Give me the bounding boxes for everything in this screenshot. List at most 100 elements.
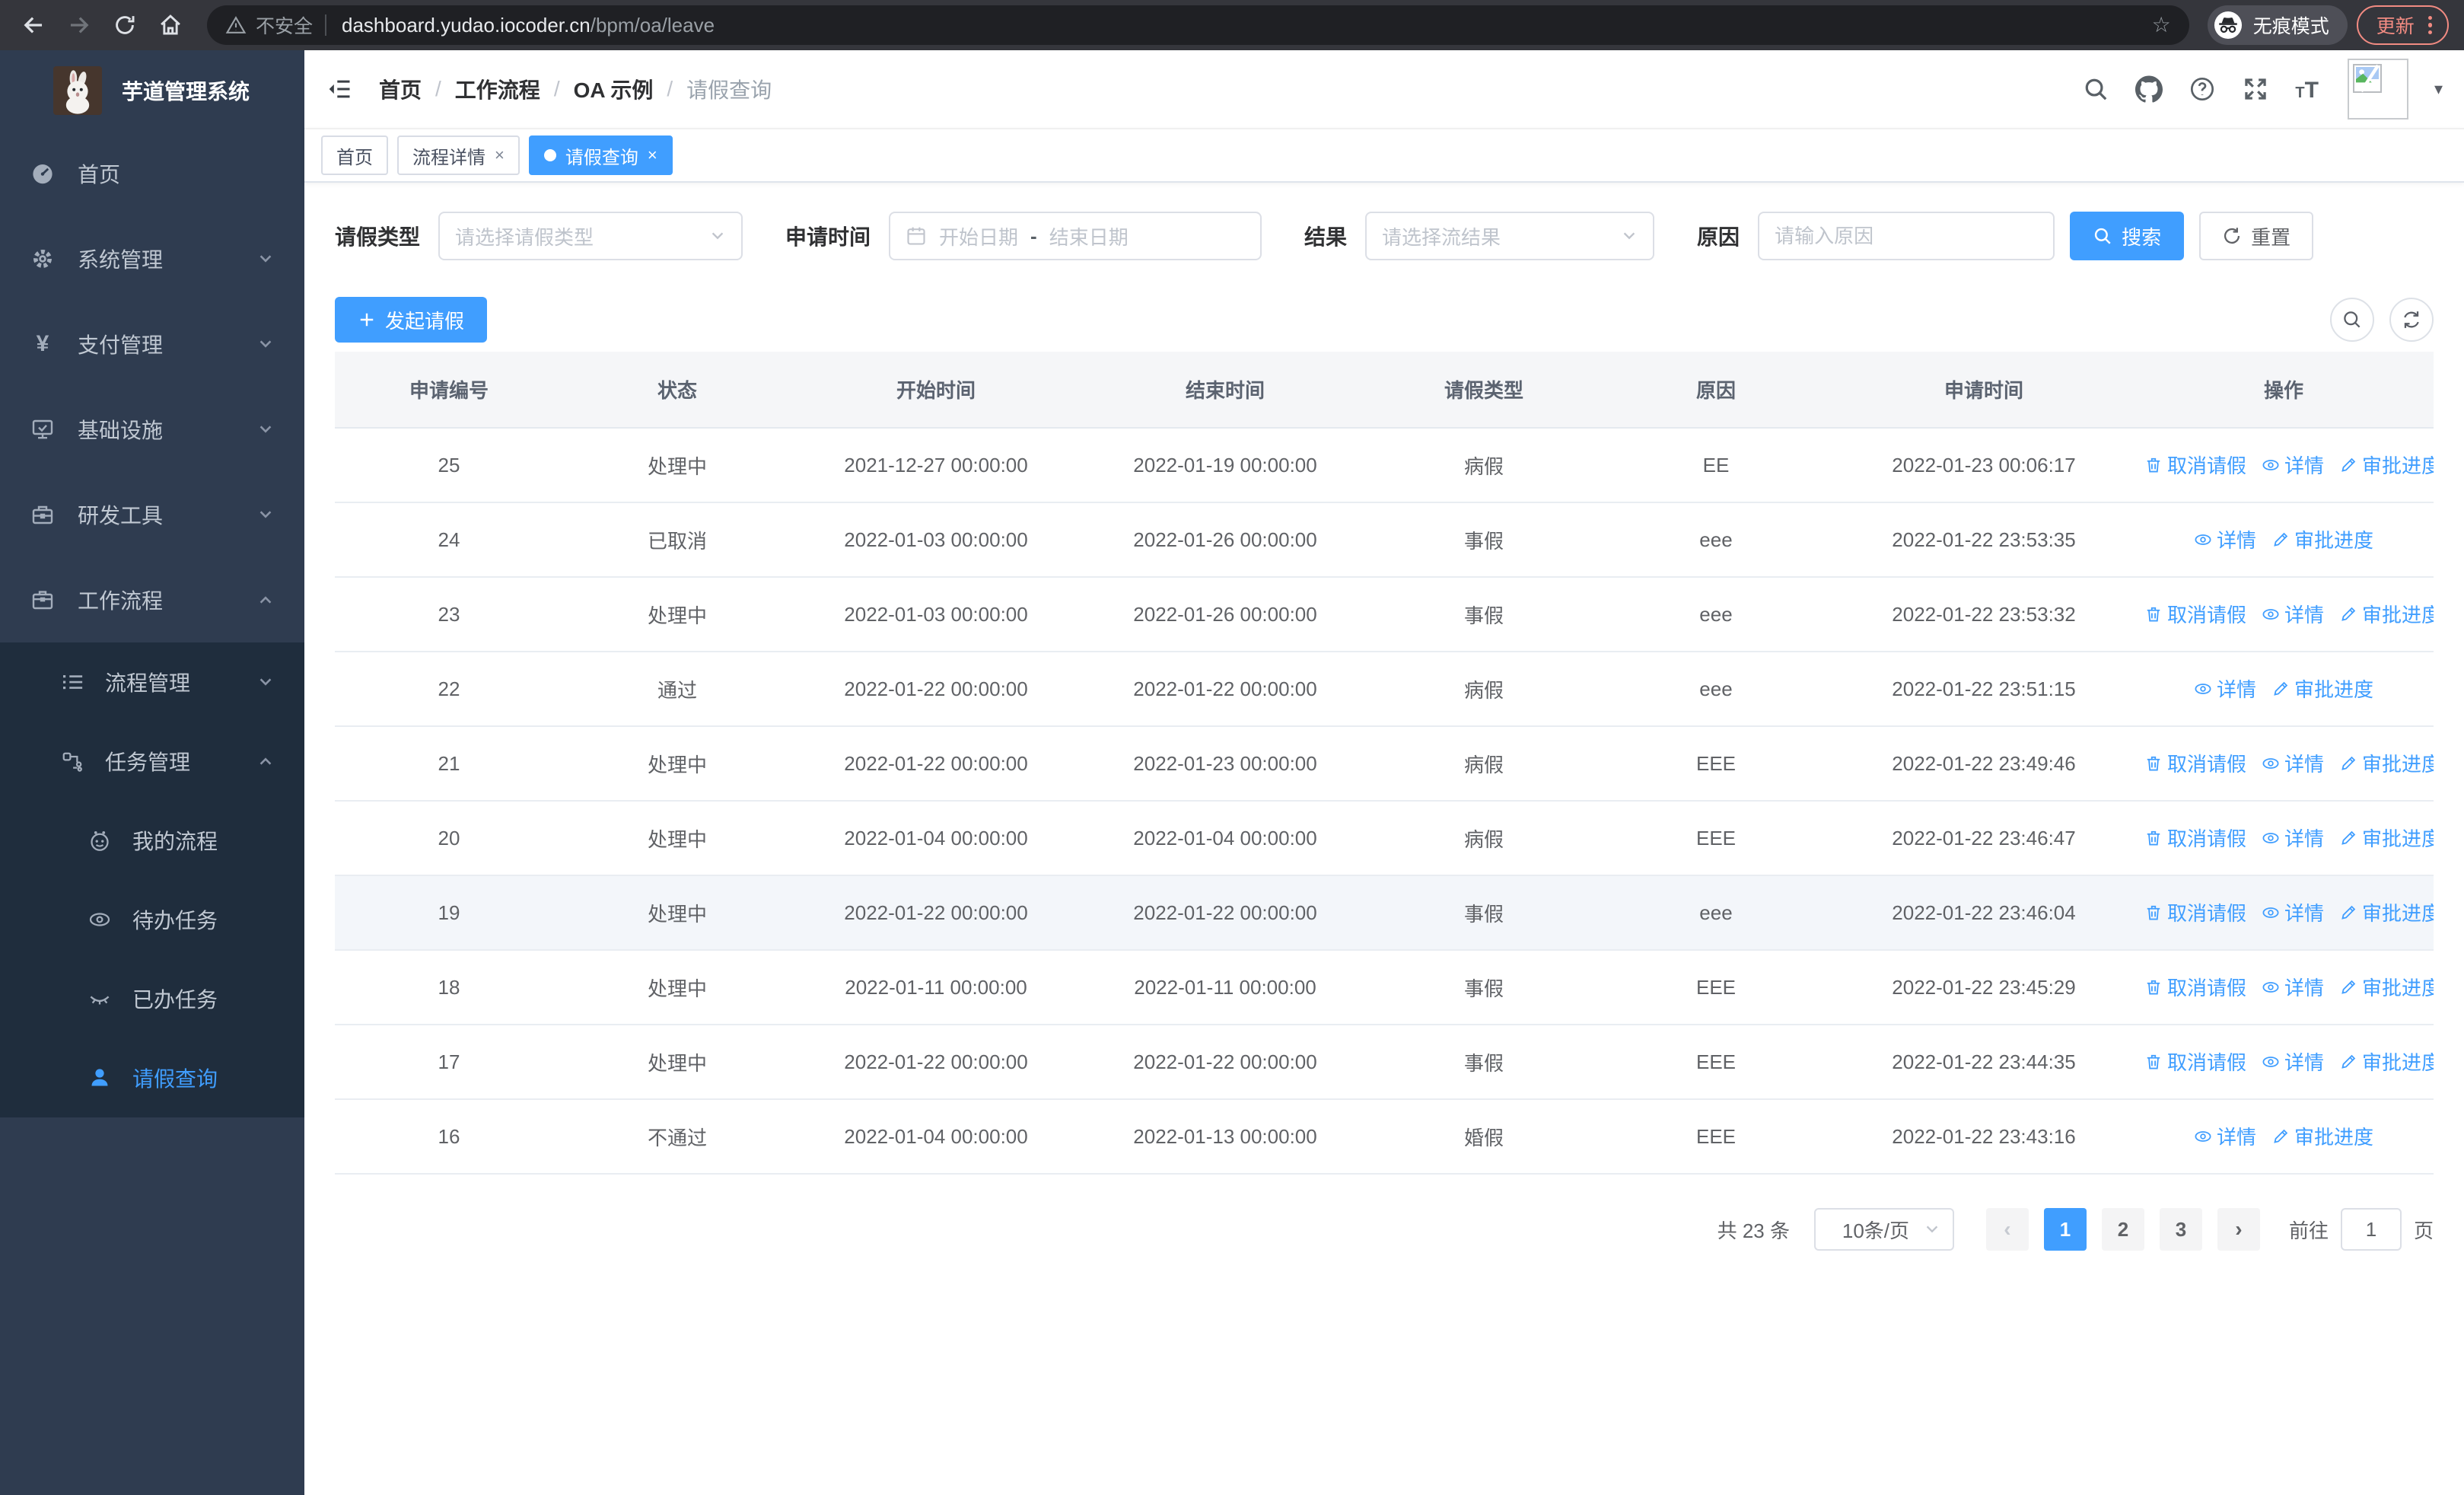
cell-apply: 2022-01-22 23:44:35 (1834, 1025, 2134, 1100)
total-count: 共 23 条 (1717, 1219, 1790, 1242)
github-icon[interactable] (2135, 75, 2163, 103)
avatar[interactable] (2347, 59, 2408, 120)
sidebar: 芋道管理系统 首页 系统管理 ¥ 支付管理 基础设施 (0, 50, 304, 1495)
page-size-select[interactable]: 10条/页 (1813, 1208, 1954, 1251)
detail-link[interactable]: 详情 (2262, 898, 2324, 926)
page-button-3[interactable]: 3 (2159, 1208, 2202, 1251)
tab-process-detail[interactable]: 流程详情 × (397, 135, 520, 175)
app-frame: 芋道管理系统 首页 系统管理 ¥ 支付管理 基础设施 (0, 50, 2464, 1495)
progress-link[interactable]: 审批进度 (2339, 451, 2434, 479)
cell-type: 病假 (1370, 428, 1598, 503)
sidebar-item-home[interactable]: 首页 (0, 131, 304, 216)
page-button-2[interactable]: 2 (2101, 1208, 2144, 1251)
detail-link[interactable]: 详情 (2262, 749, 2324, 777)
progress-link[interactable]: 审批进度 (2339, 973, 2434, 1001)
bookmark-star-icon[interactable]: ☆ (2151, 13, 2171, 37)
tab-home[interactable]: 首页 (321, 135, 388, 175)
refresh-icon (2222, 226, 2242, 246)
edit-icon (2271, 531, 2290, 549)
sidebar-item-devtools[interactable]: 研发工具 (0, 472, 304, 557)
url-bar[interactable]: 不安全 dashboard.yudao.iocoder.cn /bpm/oa/l… (207, 5, 2189, 45)
progress-link[interactable]: 审批进度 (2339, 749, 2434, 777)
browser-menu-icon[interactable] (2427, 16, 2432, 34)
cell-end: 2022-01-26 00:00:00 (1081, 502, 1370, 578)
progress-link[interactable]: 审批进度 (2339, 600, 2434, 628)
sidebar-item-process-management[interactable]: 流程管理 (0, 642, 304, 722)
reason-input[interactable] (1758, 212, 2055, 260)
sidebar-collapse-icon[interactable] (326, 75, 353, 103)
progress-link[interactable]: 审批进度 (2339, 898, 2434, 926)
breadcrumb-home[interactable]: 首页 (379, 78, 422, 102)
page-jump-input[interactable] (2340, 1208, 2402, 1251)
cell-status: 处理中 (563, 950, 791, 1025)
create-leave-button[interactable]: 发起请假 (335, 297, 488, 343)
browser-home-icon[interactable] (152, 7, 189, 43)
result-select[interactable]: 请选择流结果 (1365, 212, 1655, 260)
sidebar-item-leave-query[interactable]: 请假查询 (0, 1038, 304, 1117)
browser-reload-icon[interactable] (107, 7, 143, 43)
cancel-link[interactable]: 取消请假 (2144, 898, 2246, 926)
detail-link[interactable]: 详情 (2262, 600, 2324, 628)
detail-link[interactable]: 详情 (2194, 525, 2256, 553)
table-row: 19 处理中 2022-01-22 00:00:00 2022-01-22 00:00… (335, 875, 2434, 951)
detail-link[interactable]: 详情 (2262, 451, 2324, 479)
cancel-link[interactable]: 取消请假 (2144, 824, 2246, 852)
cancel-link[interactable]: 取消请假 (2144, 973, 2246, 1001)
trash-icon (2144, 456, 2163, 474)
table-header-row: 申请编号 状态 开始时间 结束时间 请假类型 原因 申请时间 操作 (335, 352, 2434, 429)
next-page-button[interactable]: › (2217, 1208, 2260, 1251)
leave-type-select[interactable]: 请选择请假类型 (438, 212, 743, 260)
search-button[interactable]: 搜索 (2070, 212, 2185, 260)
help-icon[interactable] (2189, 75, 2216, 103)
breadcrumb-workflow[interactable]: 工作流程 (454, 78, 540, 102)
progress-link[interactable]: 审批进度 (2271, 1122, 2373, 1150)
tab-leave-query[interactable]: 请假查询 × (528, 135, 673, 175)
close-icon[interactable]: × (495, 145, 505, 164)
fullscreen-icon[interactable] (2242, 75, 2269, 103)
logo: 芋道管理系统 (0, 50, 304, 131)
update-button[interactable]: 更新 (2356, 5, 2449, 45)
eye-icon (2194, 680, 2212, 698)
browser-back-icon[interactable] (15, 7, 52, 43)
detail-link[interactable]: 详情 (2194, 1122, 2256, 1150)
progress-link[interactable]: 审批进度 (2339, 1047, 2434, 1076)
detail-link[interactable]: 详情 (2262, 973, 2324, 1001)
detail-link[interactable]: 详情 (2262, 1047, 2324, 1076)
progress-link[interactable]: 审批进度 (2271, 525, 2373, 553)
detail-link[interactable]: 详情 (2262, 824, 2324, 852)
prev-page-button[interactable]: ‹ (1985, 1208, 2029, 1251)
cancel-link[interactable]: 取消请假 (2144, 451, 2246, 479)
toggle-search-button[interactable] (2330, 298, 2374, 342)
progress-link[interactable]: 审批进度 (2271, 674, 2373, 703)
sidebar-item-payment[interactable]: ¥ 支付管理 (0, 301, 304, 387)
detail-link[interactable]: 详情 (2194, 674, 2256, 703)
sidebar-item-system[interactable]: 系统管理 (0, 216, 304, 301)
sidebar-item-my-processes[interactable]: 我的流程 (0, 801, 304, 880)
refresh-table-button[interactable] (2389, 298, 2434, 342)
cancel-link[interactable]: 取消请假 (2144, 1047, 2246, 1076)
breadcrumb-oa-example[interactable]: OA 示例 (573, 78, 654, 102)
result-label: 结果 (1304, 225, 1348, 249)
cell-type: 事假 (1370, 1025, 1598, 1100)
cancel-link[interactable]: 取消请假 (2144, 749, 2246, 777)
apply-time-range-picker[interactable]: 开始日期 - 结束日期 (889, 212, 1262, 260)
sidebar-item-task-management[interactable]: 任务管理 (0, 722, 304, 801)
edit-icon (2339, 754, 2357, 773)
cancel-link[interactable]: 取消请假 (2144, 600, 2246, 628)
font-size-icon[interactable]: TT (2295, 77, 2319, 103)
page-button-1[interactable]: 1 (2043, 1208, 2087, 1251)
cell-actions: 取消请假 详情 审批进度 (2134, 950, 2434, 1025)
sidebar-item-workflow[interactable]: 工作流程 (0, 557, 304, 642)
cell-apply: 2022-01-23 00:06:17 (1834, 428, 2134, 503)
reset-button[interactable]: 重置 (2199, 212, 2314, 260)
progress-link[interactable]: 审批进度 (2339, 824, 2434, 852)
close-icon[interactable]: × (647, 145, 657, 164)
browser-forward-icon[interactable] (61, 7, 97, 43)
monitor-icon (30, 417, 55, 441)
avatar-caret-icon[interactable]: ▾ (2434, 79, 2443, 98)
sidebar-item-todo-tasks[interactable]: 待办任务 (0, 880, 304, 959)
sidebar-item-infrastructure[interactable]: 基础设施 (0, 387, 304, 472)
search-icon[interactable] (2082, 75, 2109, 103)
sidebar-item-done-tasks[interactable]: 已办任务 (0, 959, 304, 1038)
